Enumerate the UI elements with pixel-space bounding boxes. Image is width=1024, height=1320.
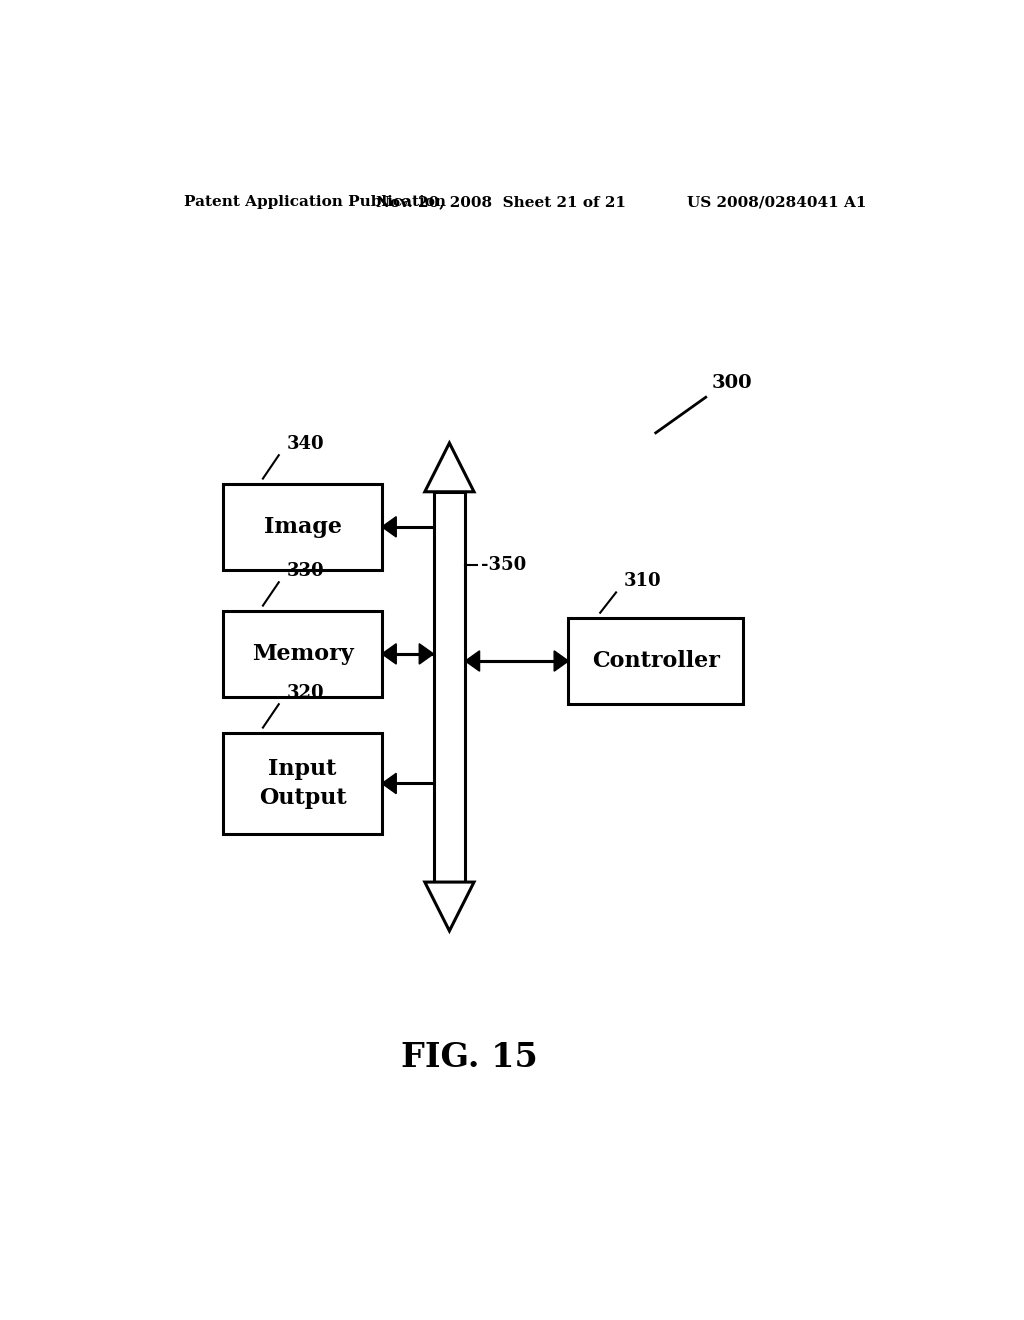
Polygon shape [382, 516, 396, 537]
Bar [223, 611, 382, 697]
Text: Input
Output: Input Output [259, 758, 346, 809]
Bar [223, 733, 382, 834]
Text: 320: 320 [287, 684, 325, 702]
Text: 330: 330 [287, 562, 325, 581]
Polygon shape [382, 644, 396, 664]
Text: Controller: Controller [592, 649, 720, 672]
Text: FIG. 15: FIG. 15 [400, 1041, 538, 1074]
Polygon shape [425, 882, 474, 931]
Text: Image: Image [263, 516, 342, 537]
Bar [568, 618, 743, 704]
Bar [223, 483, 382, 570]
Text: Memory: Memory [252, 643, 353, 665]
Polygon shape [419, 644, 433, 664]
Text: Patent Application Publication: Patent Application Publication [183, 195, 445, 209]
Bar [433, 492, 465, 882]
Text: 340: 340 [287, 436, 325, 453]
Text: Nov. 20, 2008  Sheet 21 of 21: Nov. 20, 2008 Sheet 21 of 21 [376, 195, 626, 209]
Text: US 2008/0284041 A1: US 2008/0284041 A1 [686, 195, 866, 209]
Text: 310: 310 [624, 573, 662, 590]
Polygon shape [382, 774, 396, 793]
Polygon shape [465, 651, 479, 671]
Polygon shape [425, 444, 474, 492]
Polygon shape [554, 651, 568, 671]
Text: -350: -350 [481, 556, 526, 574]
Text: 300: 300 [712, 374, 752, 392]
